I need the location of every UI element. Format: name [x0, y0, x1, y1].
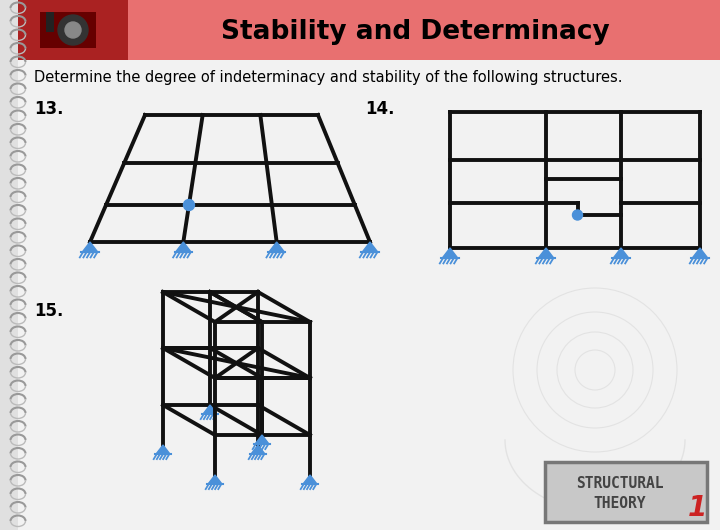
Polygon shape: [613, 248, 629, 259]
FancyBboxPatch shape: [545, 462, 707, 522]
Circle shape: [572, 210, 582, 220]
Polygon shape: [156, 445, 170, 454]
Polygon shape: [692, 248, 708, 259]
Bar: [18, 0, 720, 60]
Text: THEORY: THEORY: [594, 497, 647, 511]
Bar: [46, 12, 54, 32]
Polygon shape: [255, 435, 269, 444]
Polygon shape: [362, 242, 378, 252]
Text: STRUCTURAL: STRUCTURAL: [576, 476, 664, 491]
Text: Determine the degree of indeterminacy and stability of the following structures.: Determine the degree of indeterminacy an…: [34, 70, 623, 85]
Circle shape: [184, 199, 194, 210]
Polygon shape: [269, 242, 284, 252]
Bar: [40, 12, 96, 48]
Polygon shape: [176, 242, 192, 252]
Circle shape: [65, 22, 81, 38]
Text: 1: 1: [688, 494, 706, 522]
Bar: [18, 0, 128, 60]
Polygon shape: [82, 242, 98, 252]
Text: 14.: 14.: [365, 100, 395, 118]
Polygon shape: [442, 248, 458, 259]
Polygon shape: [538, 248, 554, 259]
Text: 15.: 15.: [34, 302, 63, 320]
Text: 13.: 13.: [34, 100, 63, 118]
Polygon shape: [303, 475, 317, 484]
Polygon shape: [203, 405, 217, 414]
Text: Stability and Determinacy: Stability and Determinacy: [220, 19, 609, 45]
Polygon shape: [208, 475, 222, 484]
Polygon shape: [251, 445, 265, 454]
Circle shape: [58, 15, 88, 45]
